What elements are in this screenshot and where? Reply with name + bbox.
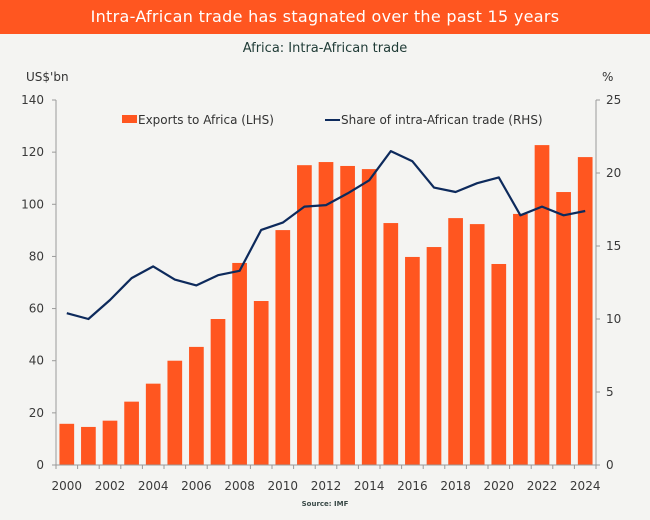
left-tick-label: 80 [29, 249, 44, 263]
bar-2004 [145, 383, 161, 465]
left-tick-label: 120 [21, 145, 44, 159]
x-tick-label: 2014 [354, 479, 385, 493]
legend: Exports to Africa (LHS) Share of intra-A… [122, 113, 543, 127]
bar-2003 [124, 401, 139, 465]
legend-label-exports: Exports to Africa (LHS) [138, 113, 274, 127]
left-tick-label: 0 [36, 458, 44, 472]
x-tick-label: 2012 [311, 479, 342, 493]
x-tick-label: 2002 [95, 479, 126, 493]
bar-2008 [232, 262, 247, 465]
bar-2005 [167, 360, 183, 465]
x-tick-label: 2006 [181, 479, 212, 493]
page-header: Intra-African trade has stagnated over t… [0, 0, 650, 34]
right-tick-label: 10 [606, 312, 621, 326]
x-tick-label: 2010 [268, 479, 299, 493]
right-axis-unit: % [602, 70, 614, 84]
bar-2011 [297, 165, 312, 465]
bar-2018 [448, 218, 463, 465]
bar-2009 [253, 301, 269, 465]
x-tick-label: 2022 [527, 479, 558, 493]
bar-2010 [275, 230, 291, 465]
x-tick-label: 2020 [484, 479, 515, 493]
x-tick-label: 2004 [138, 479, 169, 493]
x-tick-label: 2018 [440, 479, 471, 493]
bar-2012 [318, 162, 334, 466]
bars-group [59, 145, 593, 466]
bar-2022 [534, 145, 550, 465]
line-group [66, 150, 586, 321]
bar-2013 [340, 165, 355, 466]
x-tick-label: 2024 [570, 479, 601, 493]
bar-2007 [210, 319, 226, 465]
bar-2002 [102, 420, 118, 465]
right-tick-label: 5 [606, 385, 614, 399]
bar-2017 [426, 247, 442, 465]
left-tick-label: 100 [21, 197, 44, 211]
bar-2020 [491, 263, 507, 465]
x-tick-label: 2000 [52, 479, 83, 493]
x-tick-label: 2008 [224, 479, 255, 493]
bar-2024 [577, 157, 593, 465]
right-tick-label: 15 [606, 239, 621, 253]
left-tick-label: 140 [21, 93, 44, 107]
left-tick-label: 60 [29, 302, 44, 316]
axes-group: 0 20 40 60 80 100 120 140 0 5 10 15 20 25 2000 2002 2004… [21, 93, 621, 493]
source-note: Source: IMF [301, 500, 349, 508]
bar-2016 [405, 256, 420, 465]
bar-2014 [361, 169, 377, 465]
right-tick-label: 0 [606, 458, 614, 472]
bar-2021 [513, 213, 528, 465]
bar-2023 [556, 192, 571, 465]
legend-label-share: Share of intra-African trade (RHS) [341, 113, 543, 127]
bar-2019 [469, 224, 485, 465]
left-tick-label: 20 [29, 406, 44, 420]
x-tick-label: 2016 [397, 479, 428, 493]
chart-title: Africa: Intra-African trade [242, 41, 408, 56]
legend-swatch-exports [122, 115, 137, 123]
right-tick-label: 25 [606, 93, 621, 107]
right-tick-label: 20 [606, 166, 621, 180]
left-tick-label: 40 [29, 354, 44, 368]
bar-2000 [59, 423, 75, 465]
left-axis-unit: US$'bn [26, 70, 69, 84]
bar-2015 [383, 223, 399, 465]
bar-2001 [81, 426, 96, 465]
bar-2006 [189, 346, 204, 465]
